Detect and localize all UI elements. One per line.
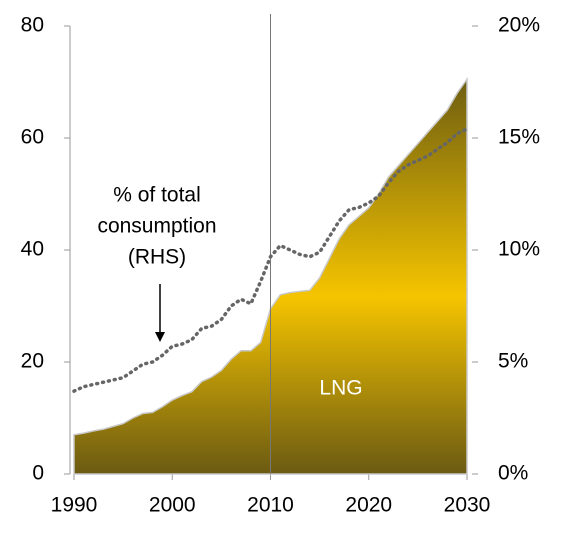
x-tick-label: 2010 (247, 494, 294, 517)
annotation-arrowhead (155, 332, 165, 342)
y2-tick-label: 20% (498, 14, 540, 37)
y-tick-label: 0 (32, 462, 44, 485)
annotation: consumption (97, 215, 216, 238)
series-label: LNG (319, 377, 362, 400)
y2-tick-label: 0% (498, 462, 528, 485)
x-tick-label: 2000 (149, 494, 196, 517)
x-tick-label: 2030 (444, 494, 491, 517)
x-tick-label: 2020 (345, 494, 392, 517)
annotation: % of total (113, 184, 201, 207)
y2-tick-label: 5% (498, 350, 528, 373)
y2-tick-label: 15% (498, 126, 540, 149)
annotation: (RHS) (128, 246, 186, 269)
y-tick-label: 60 (21, 126, 44, 149)
share-line (72, 127, 469, 393)
y-tick-label: 80 (21, 14, 44, 37)
y-tick-label: 20 (21, 350, 44, 373)
x-tick-label: 1990 (51, 494, 98, 517)
y2-tick-label: 10% (498, 238, 540, 261)
lng-area (73, 76, 468, 475)
y-tick-label: 40 (21, 238, 44, 261)
